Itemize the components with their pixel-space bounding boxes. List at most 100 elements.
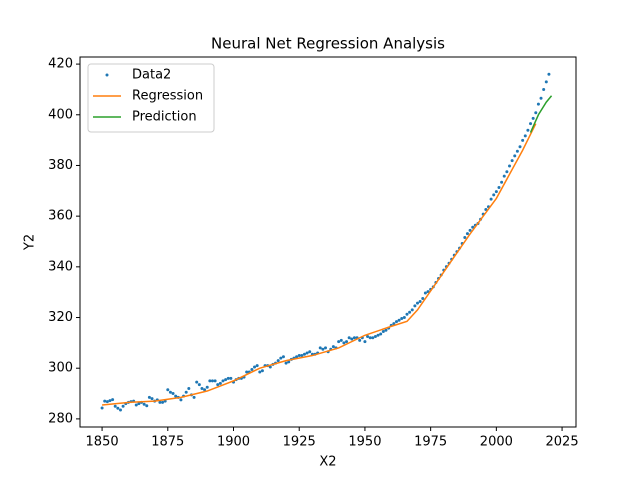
data-point	[179, 398, 183, 402]
x-tick-label: 1900	[217, 435, 250, 450]
data-point	[295, 355, 299, 359]
data-point	[258, 370, 262, 374]
data-point	[368, 336, 372, 340]
data-point	[145, 404, 149, 408]
data-point	[350, 337, 354, 341]
data-point	[489, 197, 493, 201]
data-point	[468, 228, 472, 232]
regression-line	[529, 95, 553, 133]
data-point	[523, 134, 527, 138]
data-point	[400, 317, 404, 321]
data-point	[463, 235, 467, 239]
data-point	[534, 111, 538, 115]
data-point	[142, 402, 146, 406]
data-point	[208, 379, 212, 383]
data-point	[134, 403, 138, 407]
data-point	[345, 340, 349, 344]
data-point	[376, 333, 380, 337]
data-point	[105, 400, 109, 404]
data-point	[111, 398, 115, 402]
data-point	[166, 388, 170, 392]
data-point	[371, 336, 375, 340]
data-point	[402, 316, 406, 320]
data-point	[494, 190, 498, 194]
data-point	[284, 361, 288, 365]
data-point	[392, 322, 396, 326]
data-point	[213, 379, 217, 383]
data-point	[245, 370, 249, 374]
y-tick-label: 380	[48, 158, 73, 173]
data-point	[108, 399, 112, 403]
data-point	[342, 341, 346, 345]
plot-frame	[79, 56, 577, 428]
data-point	[492, 193, 496, 197]
legend: Data2 Regression Prediction	[87, 63, 215, 133]
regression-line	[102, 123, 537, 406]
data-point	[379, 332, 383, 336]
legend-label: Prediction	[132, 110, 197, 125]
data-point	[200, 386, 204, 390]
data-point	[276, 359, 280, 363]
data-point	[147, 395, 151, 399]
data-point	[226, 376, 230, 380]
x-axis-label: X2	[319, 455, 336, 470]
data-point	[100, 406, 104, 410]
data-point	[507, 164, 511, 168]
data-point	[497, 186, 501, 190]
data-point	[505, 170, 509, 174]
data-point	[358, 338, 362, 342]
data-point	[542, 87, 546, 91]
data-point	[210, 379, 214, 383]
data-point	[121, 404, 125, 408]
data-point	[405, 312, 409, 316]
data-point	[161, 400, 165, 404]
data-point	[518, 145, 522, 149]
data-point	[416, 301, 420, 305]
data-point	[297, 354, 301, 358]
data-point	[150, 397, 154, 401]
data-point	[318, 346, 322, 350]
x-tick-label: 2000	[480, 435, 513, 450]
data-point	[229, 376, 233, 380]
data-point	[529, 122, 533, 126]
data-point	[168, 390, 172, 394]
data-point	[287, 360, 291, 364]
data-point	[158, 400, 162, 404]
data-point	[221, 379, 225, 383]
legend-label: Data2	[132, 68, 171, 83]
data-point	[324, 346, 328, 350]
y-tick-label: 420	[48, 57, 73, 72]
data-point	[281, 355, 285, 359]
data-point	[539, 96, 543, 100]
data-point	[205, 385, 209, 389]
data-point	[465, 232, 469, 236]
data-point	[321, 347, 325, 351]
data-point	[255, 364, 259, 368]
y-tick-label: 320	[48, 310, 73, 325]
legend-box	[87, 63, 215, 133]
data-point	[203, 388, 207, 392]
y-tick-label: 360	[48, 209, 73, 224]
x-tick-label: 1925	[283, 435, 316, 450]
data-point	[352, 336, 356, 340]
data-point	[302, 352, 306, 356]
data-point	[384, 328, 388, 332]
data-point	[544, 80, 548, 84]
chart-title: Neural Net Regression Analysis	[211, 35, 445, 53]
data-point	[116, 406, 120, 410]
data-point	[413, 304, 417, 308]
data-point	[521, 138, 525, 142]
x-tick-label: 1850	[86, 435, 119, 450]
y-tick-label: 280	[48, 411, 73, 426]
data-point	[515, 149, 519, 153]
data-point	[137, 402, 141, 406]
data-point	[174, 394, 178, 398]
data-point	[250, 367, 254, 371]
data-point	[536, 102, 540, 106]
data-point	[363, 340, 367, 344]
data-point	[113, 404, 117, 408]
x-tick-label: 2025	[546, 435, 579, 450]
data-point	[418, 300, 422, 304]
data-point	[118, 408, 122, 412]
